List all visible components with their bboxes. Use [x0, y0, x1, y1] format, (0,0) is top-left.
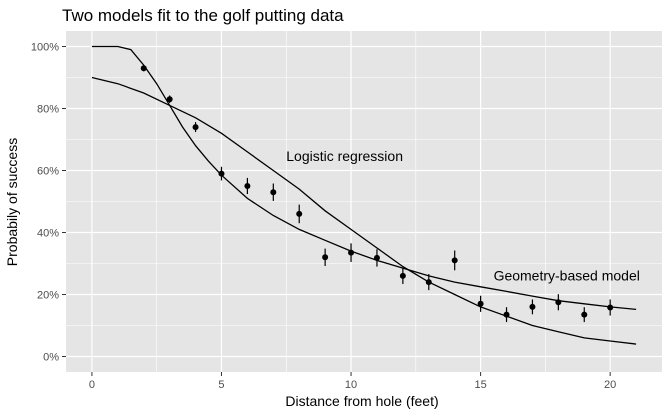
- model-curves: [91, 45, 637, 345]
- data-point: [399, 272, 406, 279]
- y-axis: 0% 20% 40% 60% 80% 100%: [31, 42, 66, 364]
- grid-minor: [66, 31, 662, 372]
- data-point: [270, 189, 277, 196]
- data-point: [581, 311, 588, 318]
- y-tick-label: 60%: [37, 166, 59, 178]
- data-point: [477, 300, 484, 307]
- x-tick-label: 10: [345, 379, 357, 391]
- chart-title: Two models fit to the golf putting data: [62, 6, 344, 25]
- annotations: Logistic regression Geometry-based model: [286, 148, 640, 283]
- data-point: [555, 299, 562, 306]
- data-point: [166, 96, 173, 103]
- x-tick-label: 5: [218, 379, 224, 391]
- y-tick-label: 20%: [37, 290, 59, 302]
- x-tick-label: 0: [89, 379, 95, 391]
- data-point: [373, 254, 380, 261]
- data-point: [140, 65, 147, 72]
- grid-major: [66, 31, 662, 372]
- data-point: [529, 303, 536, 310]
- series-line: [91, 76, 637, 345]
- annotation-label: Logistic regression: [286, 148, 403, 164]
- y-tick-label: 80%: [37, 104, 59, 116]
- annotation-label: Geometry-based model: [494, 268, 640, 284]
- y-tick-label: 100%: [31, 42, 59, 54]
- data-point: [218, 170, 225, 177]
- y-axis-label: Probabily of success: [4, 138, 20, 266]
- data-point: [425, 279, 432, 286]
- x-axis-label: Distance from hole (feet): [285, 393, 438, 409]
- data-point: [192, 124, 199, 131]
- data-point: [296, 210, 303, 217]
- data-point: [244, 183, 251, 189]
- data-point: [348, 249, 355, 256]
- series-line: [91, 45, 637, 311]
- y-tick-label: 0%: [43, 352, 59, 364]
- data-point: [451, 257, 458, 264]
- data-point: [503, 311, 510, 318]
- x-axis: 0 5 10 15 20: [89, 372, 616, 391]
- x-tick-label: 15: [474, 379, 486, 391]
- data-point: [322, 254, 329, 261]
- x-tick-label: 20: [604, 379, 616, 391]
- data-point: [607, 304, 614, 311]
- data-points: [140, 65, 614, 323]
- y-tick-label: 40%: [37, 228, 59, 240]
